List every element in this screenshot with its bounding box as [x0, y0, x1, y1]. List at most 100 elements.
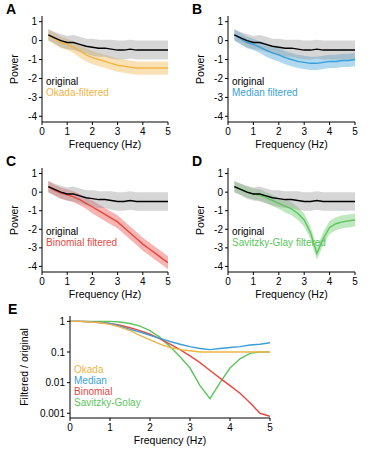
x-axis: [228, 272, 355, 273]
y-tick: [225, 266, 228, 267]
series-line: [48, 187, 168, 263]
y-tick: [225, 116, 228, 117]
legend-entry: original: [232, 226, 264, 237]
y-tick: [39, 78, 42, 79]
panel-label: A: [6, 1, 16, 17]
panel-label: E: [8, 301, 17, 317]
x-axis: [70, 418, 270, 419]
x-tick-label: 5: [352, 276, 358, 287]
legend: originalMedian filtered: [232, 76, 298, 98]
y-tick: [225, 229, 228, 230]
panel: 012345-4-3-2-101Frequency (Hz)PowerBorig…: [192, 1, 358, 150]
legend-entry: original: [46, 226, 78, 237]
y-tick-label: 0: [217, 35, 223, 46]
error-band: [234, 29, 355, 70]
panel-label: C: [6, 153, 16, 169]
x-tick-label: 1: [251, 276, 257, 287]
x-tick: [228, 272, 229, 275]
x-tick: [228, 122, 229, 125]
error-band: [234, 181, 355, 260]
y-tick-label: -2: [214, 224, 223, 235]
panel: 0123450.0010.010.11Frequency (Hz)Filtere…: [8, 301, 273, 446]
x-tick-label: 3: [301, 276, 307, 287]
x-tick-label: 2: [276, 276, 282, 287]
series-line: [70, 321, 270, 416]
x-axis-title: Frequency (Hz): [134, 434, 206, 446]
y-tick: [39, 210, 42, 211]
y-tick: [39, 266, 42, 267]
x-tick-label: 5: [165, 126, 171, 137]
x-tick: [304, 272, 305, 275]
y-tick: [225, 40, 228, 41]
y-tick-label: -3: [214, 242, 223, 253]
y-tick-label: -4: [28, 261, 37, 272]
y-tick: [39, 59, 42, 60]
y-tick: [39, 173, 42, 174]
x-tick-label: 3: [115, 126, 121, 137]
x-tick-label: 1: [64, 276, 70, 287]
legend-entry: Savitzky-Glay filtered: [232, 237, 326, 248]
y-tick-label: -1: [214, 54, 223, 65]
legend: OkadaMedianBinomialSavitzky-Golay: [74, 364, 141, 408]
y-tick-label: 0: [31, 35, 37, 46]
series-line: [70, 321, 270, 349]
y-tick-label: -4: [214, 261, 223, 272]
y-tick: [67, 382, 70, 383]
y-tick-label: -2: [28, 73, 37, 84]
panel: 012345-4-3-2-101Frequency (Hz)PowerDorig…: [192, 153, 358, 300]
x-tick: [42, 272, 43, 275]
plot-area: [48, 29, 168, 74]
y-axis: [42, 168, 43, 272]
x-tick: [304, 122, 305, 125]
plot-area: [70, 321, 270, 416]
x-tick: [92, 272, 93, 275]
x-tick: [253, 122, 254, 125]
x-tick-label: 4: [227, 422, 233, 433]
y-tick: [225, 97, 228, 98]
x-tick: [92, 122, 93, 125]
y-axis-title: Power: [8, 54, 20, 84]
y-axis-title: Power: [194, 54, 206, 84]
plot-area: [234, 29, 355, 70]
y-tick-label: 1: [31, 168, 37, 179]
y-tick: [225, 247, 228, 248]
y-tick: [39, 247, 42, 248]
x-tick-label: 4: [327, 276, 333, 287]
series-line: [70, 321, 270, 352]
y-tick-label: -1: [214, 205, 223, 216]
y-axis: [70, 316, 71, 418]
panel: 012345-4-3-2-101Frequency (Hz)PowerAorig…: [6, 1, 171, 150]
x-tick: [117, 122, 118, 125]
y-tick-label: -2: [214, 73, 223, 84]
y-tick-label: 0.1: [51, 347, 65, 358]
x-tick-label: 1: [107, 422, 113, 433]
series-line: [234, 35, 355, 63]
x-tick-label: 0: [39, 276, 45, 287]
y-tick-label: 1: [59, 316, 65, 327]
panel-label: B: [192, 1, 202, 17]
x-axis-title: Frequency (Hz): [69, 138, 141, 150]
x-tick-label: 2: [147, 422, 153, 433]
y-axis-title: Filtered / original: [18, 328, 30, 406]
panel: 012345-4-3-2-101Frequency (Hz)PowerCorig…: [6, 153, 171, 300]
error-band: [48, 29, 168, 74]
y-tick-label: -3: [214, 92, 223, 103]
y-tick-label: -4: [28, 111, 37, 122]
y-tick-label: -4: [214, 111, 223, 122]
legend-entry: Median: [74, 375, 107, 386]
y-tick-label: 0.01: [46, 377, 66, 388]
panel-label: D: [192, 153, 202, 169]
x-axis: [42, 122, 168, 123]
legend: originalSavitzky-Glay filtered: [232, 226, 326, 248]
legend-entry: Median filtered: [232, 87, 298, 98]
x-tick: [355, 272, 356, 275]
x-tick-label: 5: [352, 126, 358, 137]
x-tick-label: 5: [267, 422, 273, 433]
error-band: [48, 181, 168, 211]
x-tick: [270, 418, 271, 421]
x-tick: [355, 122, 356, 125]
x-tick-label: 2: [90, 276, 96, 287]
x-tick-label: 4: [327, 126, 333, 137]
legend-entry: original: [46, 76, 78, 87]
x-tick-label: 4: [140, 276, 146, 287]
